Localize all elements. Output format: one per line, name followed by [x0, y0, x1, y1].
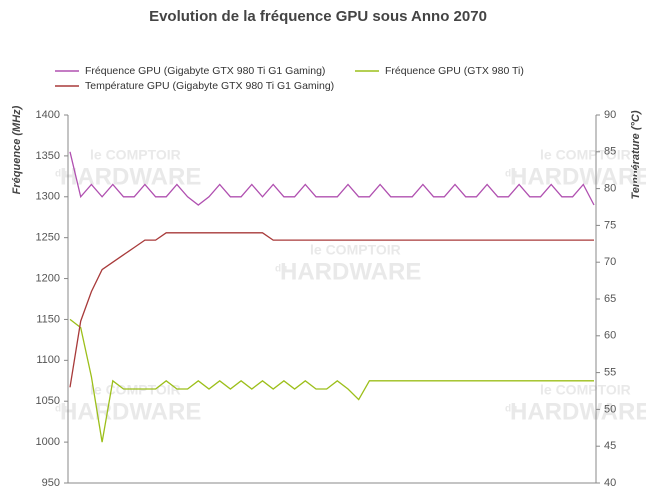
y-tick-label: 1300: [36, 191, 60, 203]
watermark: HARDWARE: [60, 163, 201, 190]
watermark: du: [505, 169, 517, 180]
y2-tick-label: 60: [604, 330, 616, 342]
y2-tick-label: 85: [604, 146, 616, 158]
y2-tick-label: 50: [604, 403, 616, 415]
y2-tick-label: 40: [604, 477, 616, 489]
watermark: du: [505, 404, 517, 415]
y2-tick-label: 90: [604, 109, 616, 121]
watermark: le COMPTOIR: [90, 382, 181, 398]
series-line: [69, 318, 594, 443]
chart-title: Evolution de la fréquence GPU sous Anno …: [149, 8, 487, 25]
y-tick-label: 950: [42, 477, 60, 489]
watermark: du: [55, 169, 67, 180]
watermark: le COMPTOIR: [90, 147, 181, 163]
y2-tick-label: 70: [604, 256, 616, 268]
y2-tick-label: 80: [604, 183, 616, 195]
watermark: le COMPTOIR: [310, 242, 401, 258]
watermark: le COMPTOIR: [540, 382, 631, 398]
y-tick-label: 1150: [36, 313, 60, 325]
y-tick-label: 1100: [36, 354, 60, 366]
watermark: du: [275, 264, 287, 275]
y-tick-label: 1000: [36, 436, 60, 448]
y-tick-label: 1400: [36, 109, 60, 121]
y-tick-label: 1200: [36, 272, 60, 284]
y2-axis-label: Température (°C): [630, 110, 642, 199]
y2-tick-label: 75: [604, 219, 616, 231]
watermark: HARDWARE: [510, 398, 646, 425]
watermark: HARDWARE: [60, 398, 201, 425]
y-tick-label: 1250: [36, 232, 60, 244]
watermark: le COMPTOIR: [540, 147, 631, 163]
legend-label: Fréquence GPU (Gigabyte GTX 980 Ti G1 Ga…: [85, 65, 325, 77]
y-tick-label: 1350: [36, 150, 60, 162]
series-line: [69, 151, 595, 206]
y2-tick-label: 45: [604, 440, 616, 452]
legend-label: Température GPU (Gigabyte GTX 980 Ti G1 …: [85, 80, 334, 92]
y2-tick-label: 55: [604, 367, 616, 379]
watermark: HARDWARE: [280, 258, 421, 285]
y-tick-label: 1050: [36, 395, 60, 407]
y2-tick-label: 65: [604, 293, 616, 305]
watermark: HARDWARE: [510, 163, 646, 190]
watermark: du: [55, 404, 67, 415]
legend-label: Fréquence GPU (GTX 980 Ti): [385, 65, 524, 77]
y-axis-label: Fréquence (MHz): [11, 105, 23, 194]
series-line: [69, 232, 594, 388]
